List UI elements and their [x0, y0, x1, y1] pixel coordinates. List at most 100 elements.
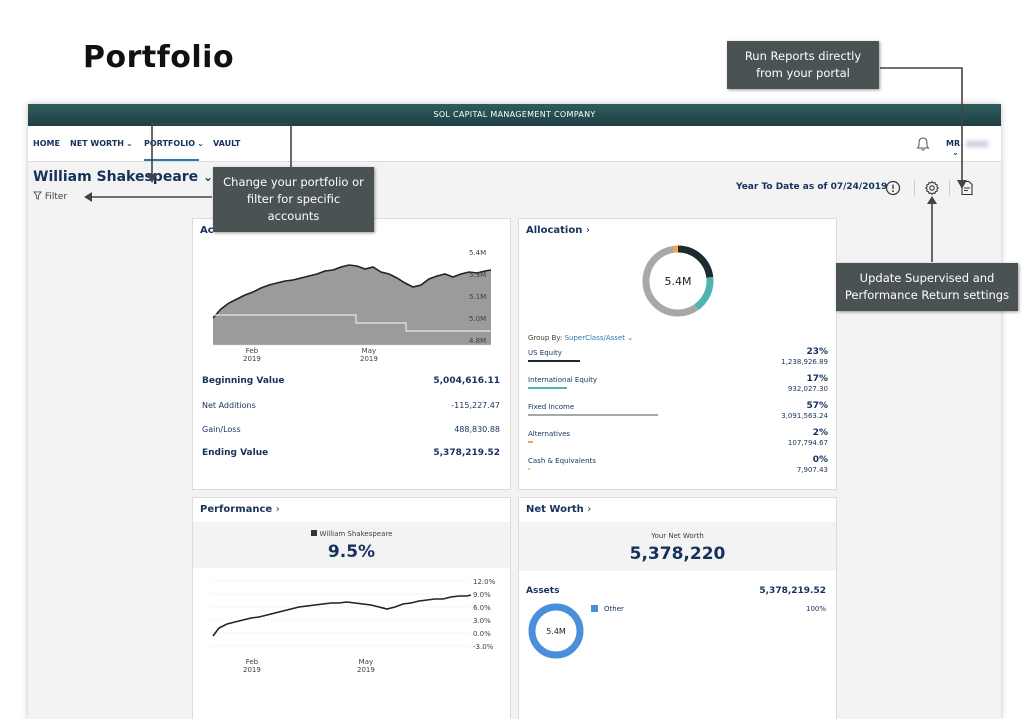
allocation-bar: [528, 414, 658, 416]
allocation-row[interactable]: Alternatives 2% 107,794.67: [528, 428, 828, 457]
divider: [949, 180, 950, 196]
chevron-down-icon: ⌄: [125, 139, 133, 148]
net-worth-subtitle: Your Net Worth: [651, 532, 704, 540]
donut-segment-2: [642, 245, 714, 317]
group-by[interactable]: Group By: SuperClass/Asset ⌄: [528, 334, 634, 342]
y-tick: 5.1M: [469, 293, 487, 301]
allocation-bar-track: [528, 468, 658, 470]
allocation-pct: 2%: [812, 428, 828, 438]
nav-home[interactable]: HOME: [33, 139, 60, 148]
y-tick: 9.0%: [473, 591, 491, 599]
nav-portfolio[interactable]: PORTFOLIO ⌄: [144, 139, 204, 148]
donut-segment-1: [642, 245, 714, 317]
y-tick: 6.0%: [473, 604, 491, 612]
slide-title: Portfolio: [83, 40, 235, 75]
chevron-down-icon: ⌄: [203, 170, 214, 184]
filter-button[interactable]: Filter: [33, 191, 67, 202]
allocation-amount: 1,238,926.89: [781, 358, 828, 366]
x-tick: Feb 2019: [243, 347, 261, 363]
performance-legend: William Shakespeare: [193, 530, 510, 538]
x-tick: May 2019: [357, 658, 375, 674]
y-tick: 3.0%: [473, 617, 491, 625]
period-label: Year To Date as of 07/24/2019: [736, 182, 888, 192]
active-tab-indicator: [144, 159, 199, 161]
allocation-row[interactable]: Fixed Income 57% 3,091,563.24: [528, 401, 828, 430]
allocation-amount: 3,091,563.24: [781, 412, 828, 420]
redacted-name: [966, 140, 989, 147]
gear-icon[interactable]: [924, 180, 940, 196]
donut-segment-4: [642, 245, 714, 317]
allocation-amount: 7,907.43: [796, 466, 828, 474]
allocation-bar: [528, 468, 530, 470]
gain-loss-value: 488,830.88: [454, 425, 500, 434]
allocation-donut: 5.4M: [642, 245, 714, 317]
nav-vault[interactable]: VAULT: [213, 139, 241, 148]
allocation-pct: 17%: [806, 374, 828, 384]
allocation-bar: [528, 360, 581, 362]
allocation-name: International Equity: [528, 376, 598, 384]
legend-swatch: [591, 605, 598, 612]
y-tick: 12.0%: [473, 578, 496, 586]
allocation-bar-track: [528, 441, 658, 443]
beginning-value: 5,004,616.11: [433, 376, 500, 386]
allocation-bar: [528, 441, 533, 443]
ending-value: 5,378,219.52: [433, 448, 500, 458]
donut-center-label: 5.4M: [546, 627, 566, 636]
gain-loss-label: Gain/Loss: [202, 425, 241, 434]
donut-segment-other: [528, 603, 584, 659]
legend-swatch: [310, 530, 317, 536]
bell-icon[interactable]: [915, 136, 931, 152]
allocation-title[interactable]: Allocation ›: [526, 225, 590, 236]
allocation-amount: 932,027.30: [787, 385, 828, 393]
allocation-bar-track: [528, 414, 658, 416]
portfolio-selector[interactable]: William Shakespeare ⌄: [33, 169, 214, 185]
y-tick: 4.8M: [469, 337, 487, 345]
assets-label: Assets: [526, 586, 560, 596]
allocation-name: US Equity: [528, 349, 562, 357]
top-nav: HOME NET WORTH ⌄ PORTFOLIO ⌄ VAULT MR. ⌄: [28, 126, 1001, 162]
y-tick: 5.4M: [469, 249, 487, 257]
chevron-down-icon: ⌄: [627, 334, 634, 342]
net-worth-summary: Your Net Worth 5,378,220: [519, 522, 836, 571]
activity-title[interactable]: Ac: [200, 225, 214, 236]
ending-value-label: Ending Value: [202, 448, 269, 458]
allocation-name: Alternatives: [528, 430, 571, 438]
x-tick: May 2019: [360, 347, 378, 363]
brand-bar: SOL CAPITAL MANAGEMENT COMPANY: [28, 104, 1001, 126]
allocation-pct: 57%: [806, 401, 828, 411]
assets-value: 5,378,219.52: [759, 586, 826, 596]
performance-card: Performance › William Shakespeare 9.5% 1…: [192, 497, 511, 719]
performance-summary: William Shakespeare 9.5%: [193, 522, 510, 568]
user-menu[interactable]: MR. ⌄: [946, 139, 1001, 157]
allocation-row[interactable]: International Equity 17% 932,027.30: [528, 374, 828, 403]
performance-title[interactable]: Performance ›: [200, 504, 280, 515]
allocation-row[interactable]: US Equity 23% 1,238,926.89: [528, 347, 828, 376]
y-tick: 5.3M: [469, 271, 487, 279]
performance-chart: [211, 580, 472, 647]
activity-chart: [212, 264, 492, 346]
net-additions-value: -115,227.47: [451, 401, 500, 410]
legend-item-other: Other: [591, 605, 624, 613]
allocation-row[interactable]: Cash & Equivalents 0% 7,907.43: [528, 455, 828, 484]
app-window: SOL CAPITAL MANAGEMENT COMPANY HOME NET …: [28, 104, 1001, 719]
allocation-pct: 23%: [806, 347, 828, 357]
performance-value: 9.5%: [327, 542, 376, 562]
legend-pct: 100%: [805, 605, 826, 613]
net-worth-donut: 5.4M: [528, 603, 584, 659]
divider: [914, 180, 915, 196]
net-worth-title[interactable]: Net Worth ›: [526, 504, 592, 515]
allocation-amount: 107,794.67: [787, 439, 828, 447]
y-tick: -3.0%: [473, 643, 494, 651]
net-worth-card: Net Worth › Your Net Worth 5,378,220 Ass…: [518, 497, 837, 719]
allocation-bar-track: [528, 360, 658, 362]
nav-net-worth[interactable]: NET WORTH ⌄: [70, 139, 133, 148]
info-icon[interactable]: [885, 180, 901, 196]
x-tick: Feb 2019: [243, 658, 261, 674]
allocation-name: Fixed Income: [528, 403, 575, 411]
beginning-value-label: Beginning Value: [202, 376, 285, 386]
activity-card: Ac 5.4M 5.3M 5.1M 5.0M 4.8M Feb 2019 May 2…: [192, 218, 511, 490]
net-additions-label: Net Additions: [202, 401, 256, 410]
report-icon[interactable]: [959, 180, 975, 196]
allocation-bar: [528, 387, 567, 389]
